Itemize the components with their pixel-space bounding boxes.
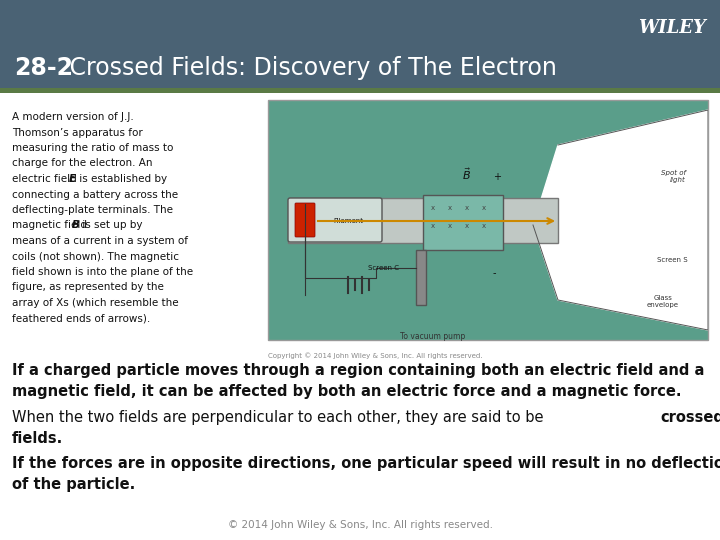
Text: $\vec{B}$: $\vec{B}$ — [462, 166, 470, 182]
Text: x: x — [465, 205, 469, 211]
Bar — [288, 198, 558, 243]
Bar — [0, 93, 720, 540]
Text: deflecting-plate terminals. The: deflecting-plate terminals. The — [12, 205, 173, 215]
Bar — [423, 195, 503, 250]
Text: © 2014 John Wiley & Sons, Inc. All rights reserved.: © 2014 John Wiley & Sons, Inc. All right… — [228, 520, 492, 530]
Text: is established by: is established by — [76, 174, 167, 184]
Text: x: x — [448, 205, 452, 211]
Text: 28-2: 28-2 — [14, 56, 73, 80]
Text: A modern version of J.J.: A modern version of J.J. — [12, 112, 134, 122]
Bar — [416, 250, 426, 305]
FancyBboxPatch shape — [295, 203, 315, 237]
Bar — [268, 100, 708, 340]
Text: Spot of
light: Spot of light — [661, 170, 686, 183]
Bar — [0, 88, 720, 93]
Text: Copyright © 2014 John Wiley & Sons, Inc. All rights reserved.: Copyright © 2014 John Wiley & Sons, Inc.… — [268, 352, 482, 359]
Text: magnetic field: magnetic field — [12, 220, 90, 231]
Text: If a charged particle moves through a region containing both an electric field a: If a charged particle moves through a re… — [12, 363, 704, 378]
Text: To vacuum pump: To vacuum pump — [400, 332, 466, 341]
Text: Crossed Fields: Discovery of The Electron: Crossed Fields: Discovery of The Electro… — [62, 56, 557, 80]
Text: WILEY: WILEY — [638, 19, 706, 37]
Text: Filament: Filament — [333, 218, 363, 224]
Text: x: x — [482, 223, 486, 229]
Text: measuring the ratio of mass to: measuring the ratio of mass to — [12, 143, 174, 153]
FancyBboxPatch shape — [288, 198, 382, 242]
Text: of the particle.: of the particle. — [12, 477, 135, 492]
Bar — [0, 0, 720, 88]
Text: field shown is into the plane of the: field shown is into the plane of the — [12, 267, 193, 277]
Text: is set up by: is set up by — [79, 220, 143, 231]
Polygon shape — [533, 110, 708, 330]
Text: Screen S: Screen S — [657, 257, 688, 263]
Text: When the two fields are perpendicular to each other, they are said to be: When the two fields are perpendicular to… — [12, 410, 548, 425]
Text: x: x — [482, 205, 486, 211]
Text: x: x — [431, 223, 435, 229]
Text: Glass
envelope: Glass envelope — [647, 295, 679, 308]
Text: E: E — [69, 174, 76, 184]
Text: x: x — [448, 223, 452, 229]
Text: -: - — [493, 268, 497, 278]
Text: crossed: crossed — [660, 410, 720, 425]
Text: If the forces are in opposite directions, one particular speed will result in no: If the forces are in opposite directions… — [12, 456, 720, 471]
Text: connecting a battery across the: connecting a battery across the — [12, 190, 178, 199]
Text: coils (not shown). The magnetic: coils (not shown). The magnetic — [12, 252, 179, 261]
Text: x: x — [431, 205, 435, 211]
Text: Thomson’s apparatus for: Thomson’s apparatus for — [12, 127, 143, 138]
Text: electric field: electric field — [12, 174, 80, 184]
Text: charge for the electron. An: charge for the electron. An — [12, 159, 153, 168]
Text: +: + — [493, 172, 501, 182]
Text: feathered ends of arrows).: feathered ends of arrows). — [12, 314, 150, 323]
Text: Screen C: Screen C — [367, 265, 398, 271]
Text: B: B — [72, 220, 80, 231]
Text: fields.: fields. — [12, 431, 63, 446]
Text: array of Xs (which resemble the: array of Xs (which resemble the — [12, 298, 179, 308]
Text: means of a current in a system of: means of a current in a system of — [12, 236, 188, 246]
Text: figure, as represented by the: figure, as represented by the — [12, 282, 164, 293]
Text: x: x — [465, 223, 469, 229]
Text: magnetic field, it can be affected by both an electric force and a magnetic forc: magnetic field, it can be affected by bo… — [12, 384, 682, 399]
